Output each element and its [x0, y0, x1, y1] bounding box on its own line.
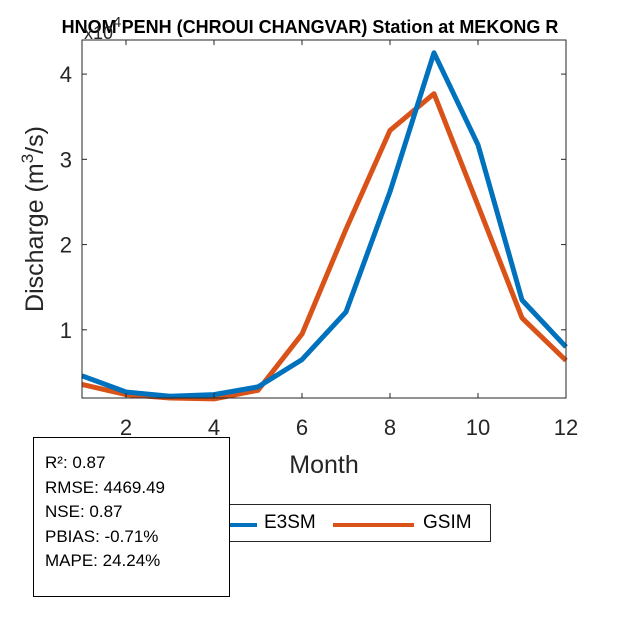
stat-rmse: RMSE: 4469.49 [45, 477, 166, 497]
stat-nse: NSE: 0.87 [45, 502, 123, 521]
chart-title: HNOM PENH (CHROUI CHANGVAR) Station at M… [62, 17, 559, 37]
legend-e3sm-line [230, 523, 257, 527]
stat-r2: R²: 0.87 [45, 453, 106, 472]
x-axis-label: Month [289, 451, 358, 479]
plot-area [81, 39, 567, 399]
series-line-gsim [81, 91, 568, 402]
y-tick-label: 1 [60, 318, 72, 343]
legend: E3SM GSIM [230, 504, 491, 542]
legend-gsim-line [333, 523, 414, 527]
x-tick-label: 8 [384, 415, 396, 440]
y-axis-label: Discharge (m3/s) [18, 126, 49, 312]
x-tick-label: 12 [554, 415, 578, 440]
legend-e3sm-label: E3SM [264, 512, 316, 533]
x-tick-label: 4 [208, 415, 220, 440]
y-tick-label: 4 [60, 62, 72, 87]
y-tick-label: 2 [60, 233, 72, 258]
stat-pbias: PBIAS: -0.71% [45, 526, 159, 546]
x-tick-label: 2 [120, 415, 132, 440]
y-tick-label: 3 [60, 147, 72, 172]
stat-mape: MAPE: 24.24% [45, 551, 161, 570]
y-axis-label-sup: 3 [18, 154, 37, 163]
series-line-e3sm [81, 50, 568, 399]
y-axis-label-prefix: Discharge (m [21, 163, 49, 312]
stats-box: R²: 0.87 RMSE: 4469.49 NSE: 0.87 PBIAS: … [33, 437, 230, 597]
x-tick-label: 10 [466, 415, 490, 440]
exponent-base: x10 [84, 23, 113, 43]
y-axis-label-suffix: /s) [21, 126, 49, 154]
legend-gsim-label: GSIM [423, 512, 472, 533]
x-tick-label: 6 [296, 415, 308, 440]
exponent-label: x104 [84, 14, 121, 43]
exponent-power: 4 [113, 14, 121, 31]
